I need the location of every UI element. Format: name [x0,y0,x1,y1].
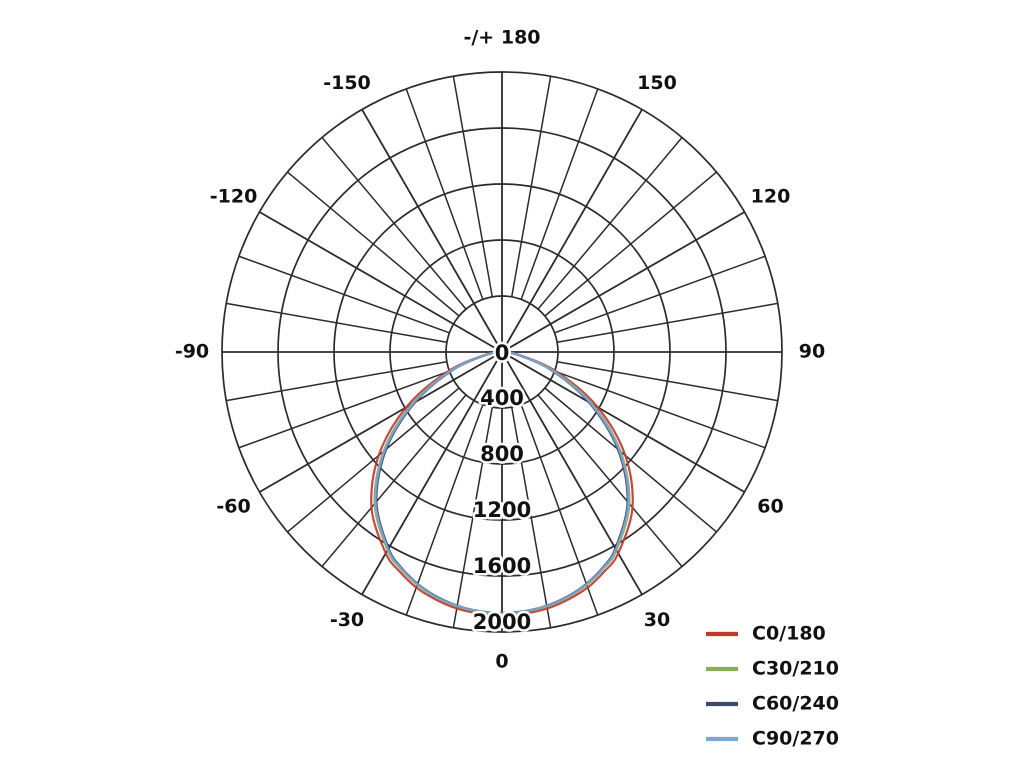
radial-tick-halo-800: 800 [480,442,524,466]
grid-spoke-240 [259,211,503,353]
curve-C90-270 [374,350,630,615]
grid-spoke-320 [321,394,467,567]
chart-legend: C0/180 C30/210 C60/240 C90/270 [706,623,839,750]
grid-spoke-160 [520,88,599,300]
angle-tick-180: -/+ 180 [463,27,540,49]
angle-tick-0: 0 [495,651,508,673]
grid-spoke-340 [405,404,484,616]
grid-spoke-260 [226,302,447,344]
polar-grid-spokes [222,72,782,632]
grid-spoke-170 [510,76,552,297]
angular-axis-labels: 0 30 60 90 120 150 -/+ 180 -150 -120 -90 -60 -30 [175,27,825,673]
angle-tick-150: -150 [323,72,371,94]
grid-spoke-200 [405,88,484,300]
grid-spoke-70 [554,370,766,449]
grid-spoke-100 [557,302,778,344]
grid-spoke-310 [287,387,460,533]
angle-tick-30: 30 [644,609,670,631]
radial-tick-halo-0: 0 [495,341,510,365]
grid-spoke-250 [238,255,450,334]
grid-spoke-210 [361,109,503,353]
angle-tick-120: -120 [210,186,258,208]
grid-spoke-190 [452,76,494,297]
grid-spoke-40 [537,394,683,567]
grid-spoke-130 [544,171,717,317]
radial-tick-1600: 1600 [473,554,531,578]
radial-tick-800: 800 [480,442,524,466]
grid-spoke-290 [238,370,450,449]
angle-tick-60: -60 [216,496,250,518]
grid-spoke-80 [557,360,778,402]
angle-tick-90: 90 [799,341,825,363]
grid-spoke-230 [287,171,460,317]
angle-tick-120: 120 [751,186,791,208]
grid-spoke-120 [501,211,745,353]
radial-tick-halo-2000: 2000 [473,610,531,634]
angle-tick-30: -30 [330,609,364,631]
angle-tick-150: 150 [637,72,677,94]
grid-spoke-60 [501,351,745,493]
grid-spoke-10 [510,407,552,628]
grid-spoke-350 [452,407,494,628]
distribution-curves [370,350,634,617]
radial-tick-400: 400 [480,386,524,410]
curve-C0-180 [370,350,634,617]
radial-tick-1200: 1200 [473,498,531,522]
legend-label-C60-240: C60/240 [752,693,839,715]
grid-spoke-110 [554,255,766,334]
grid-spoke-280 [226,360,447,402]
grid-spoke-220 [321,137,467,310]
grid-spoke-150 [501,109,643,353]
legend-label-C0-180: C0/180 [752,623,826,645]
radial-tick-2000: 2000 [473,610,531,634]
legend-label-C30-210: C30/210 [752,658,839,680]
grid-spoke-20 [520,404,599,616]
radial-tick-halo-1600: 1600 [473,554,531,578]
radial-tick-halo-1200: 1200 [473,498,531,522]
angle-tick-60: 60 [757,496,783,518]
angle-tick-90: -90 [175,341,209,363]
radial-tick-0: 0 [495,341,510,365]
grid-spoke-50 [544,387,717,533]
legend-label-C90-270: C90/270 [752,728,839,750]
grid-spoke-140 [537,137,683,310]
grid-spoke-300 [259,351,503,493]
radial-tick-halo-400: 400 [480,386,524,410]
